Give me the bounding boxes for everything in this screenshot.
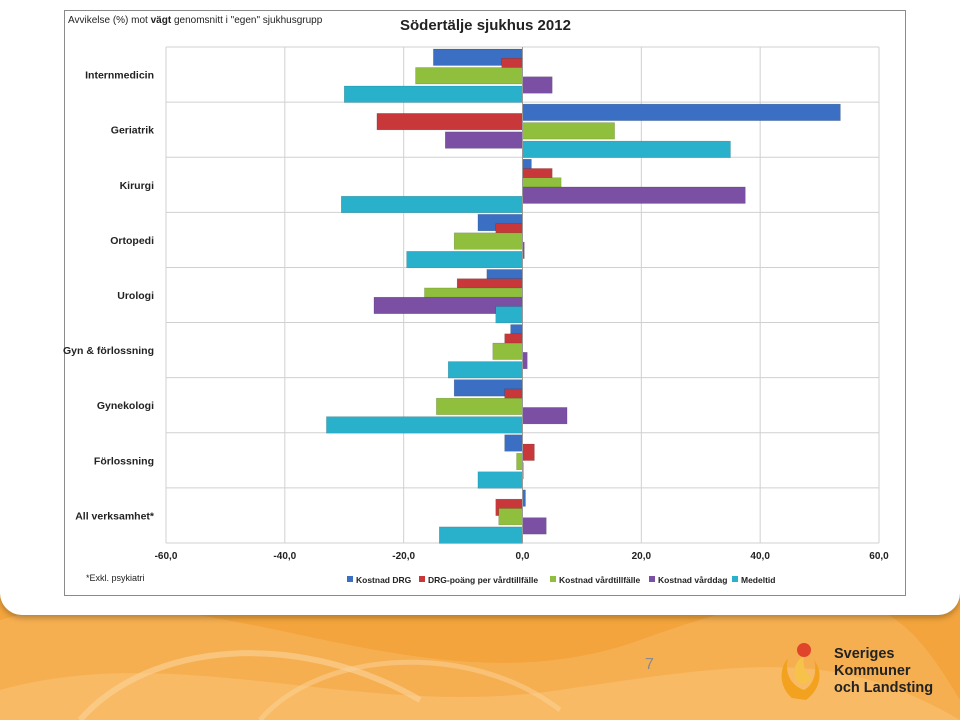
bar-kostnad-v-rdtillf-lle [436, 397, 523, 415]
category-label: Gyn & förlossning [63, 345, 154, 357]
x-tick-label: 0,0 [516, 551, 530, 562]
bar-kostnad-v-rdtillf-lle [498, 508, 523, 526]
bar-kostnad-v-rddag [522, 352, 528, 370]
bar-kostnad-drg [522, 103, 841, 121]
slide-card: Internmedicin Geriatrik Kirurgi Ortopedi Uro… [0, 0, 960, 615]
bar-medeltid [447, 361, 523, 379]
bar-medeltid [406, 251, 523, 269]
bar-drg-po-ng-per-v-rdtillf-lle [522, 443, 535, 461]
category-label: All verksamhet* [75, 510, 155, 522]
x-tick-label: -60,0 [155, 551, 178, 562]
legend-label: DRG-poäng per vårdtillfälle [428, 575, 538, 585]
chart-svg: Internmedicin Geriatrik Kirurgi Ortopedi Uro… [63, 46, 889, 585]
chart-subtitle: Avvikelse (%) mot vägt genomsnitt i "ege… [68, 15, 323, 26]
logo-text: Sveriges Kommuner och Landsting [834, 646, 933, 697]
chart-title: Södertälje sjukhus 2012 [400, 17, 571, 34]
legend-swatch [550, 576, 556, 582]
bar-drg-po-ng-per-v-rdtillf-lle [376, 113, 523, 131]
x-tick-label: 40,0 [750, 551, 770, 562]
bar-medeltid [477, 471, 523, 489]
legend-label: Kostnad DRG [356, 575, 412, 585]
category-label: Förlossning [94, 455, 154, 467]
page-number: 7 [645, 656, 654, 673]
category-label: Urologi [117, 290, 154, 302]
x-tick-label: 60,0 [869, 551, 889, 562]
bar-medeltid [439, 526, 523, 544]
bar-kostnad-v-rdtillf-lle [492, 342, 523, 360]
bar-kostnad-v-rddag [445, 131, 523, 149]
bar-kostnad-v-rddag [522, 76, 553, 94]
legend-label: Medeltid [741, 575, 775, 585]
category-label: Geriatrik [111, 125, 154, 137]
logo-line-3: och Landsting [834, 680, 934, 696]
x-tick-label: -20,0 [392, 551, 415, 562]
skl-logo-icon [781, 643, 820, 700]
bar-kostnad-v-rdtillf-lle [415, 67, 523, 85]
x-tick-label: 20,0 [632, 551, 652, 562]
category-label: Ortopedi [110, 235, 154, 247]
bar-kostnad-v-rdtillf-lle [453, 232, 523, 250]
bar-kostnad-v-rddag [522, 407, 568, 425]
bar-kostnad-v-rdtillf-lle [516, 453, 523, 471]
bar-medeltid [341, 195, 523, 213]
bar-kostnad-v-rddag [522, 186, 746, 204]
bar-kostnad-v-rddag [522, 517, 547, 535]
legend-swatch [732, 576, 738, 582]
legend-swatch [419, 576, 425, 582]
legend-swatch [347, 576, 353, 582]
category-label: Kirurgi [120, 180, 155, 192]
bar-kostnad-drg [504, 434, 523, 452]
logo-line-1: Sveriges [834, 646, 895, 662]
bar-medeltid [522, 140, 731, 158]
bar-medeltid [344, 85, 523, 103]
logo-line-2: Kommuner [834, 663, 911, 679]
legend-swatch [649, 576, 655, 582]
bar-medeltid [326, 416, 523, 434]
chart-footnote: *Exkl. psykiatri [86, 573, 145, 583]
x-tick-label: -40,0 [273, 551, 296, 562]
legend-label: Kostnad vårddag [658, 575, 727, 585]
bar-medeltid [495, 306, 523, 324]
bar-kostnad-v-rdtillf-lle [522, 122, 615, 140]
category-label: Gynekologi [97, 400, 154, 412]
legend-label: Kostnad vårdtillfälle [559, 575, 641, 585]
category-label: Internmedicin [85, 70, 154, 82]
